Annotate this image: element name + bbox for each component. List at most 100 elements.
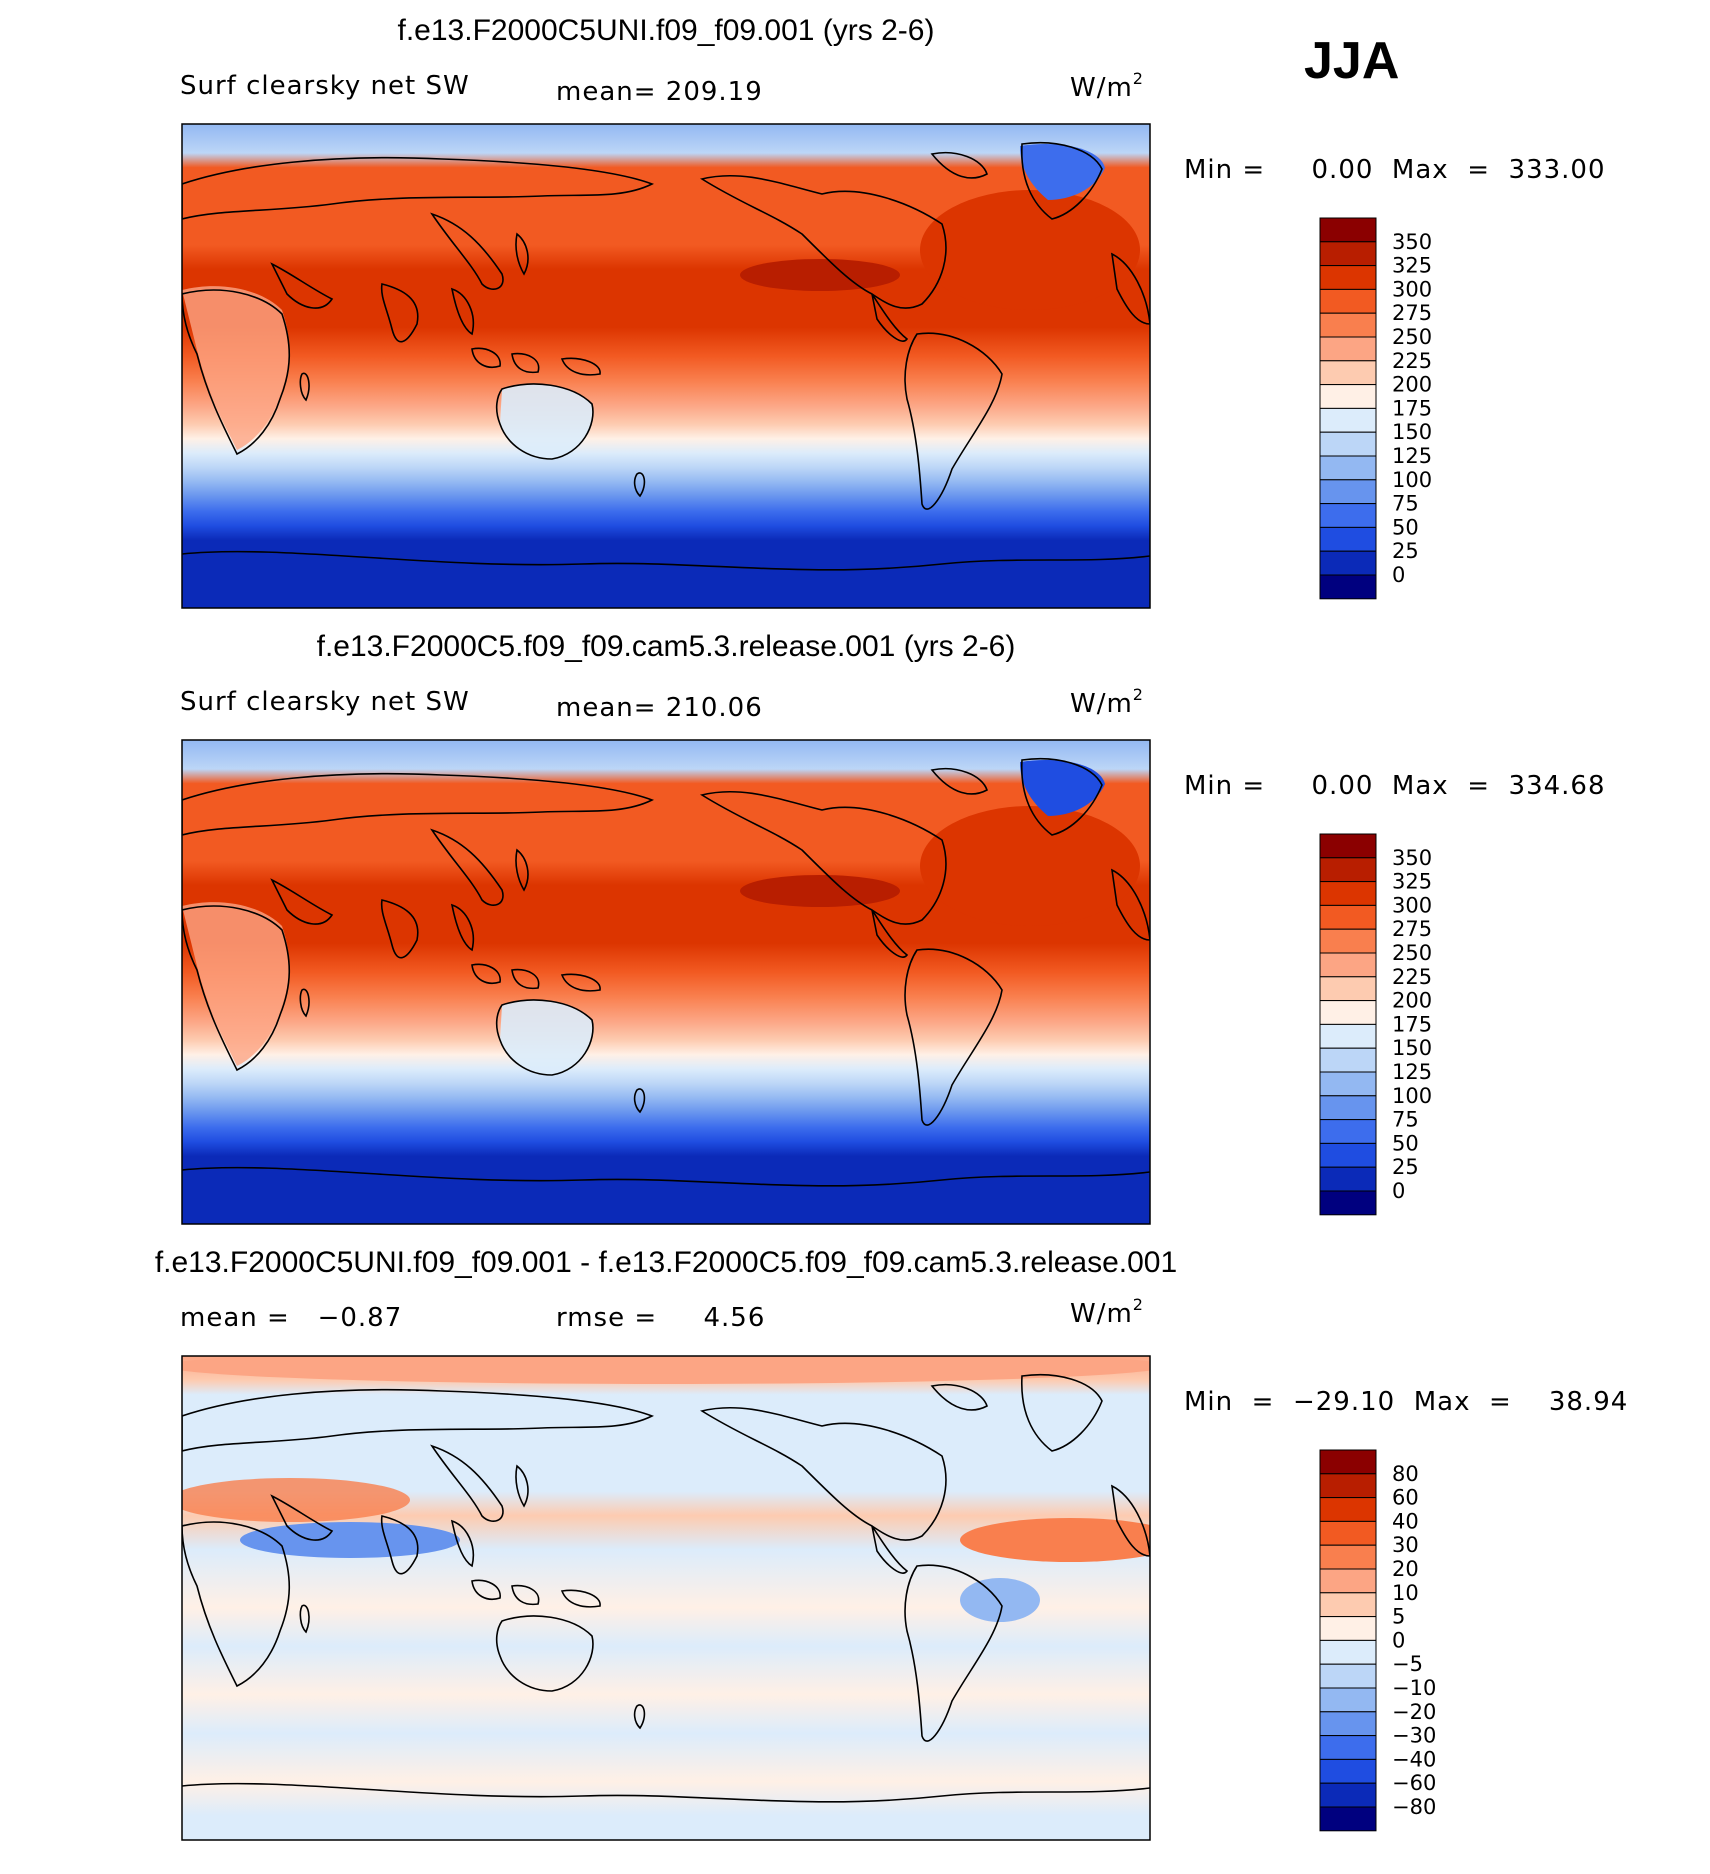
colorbar-swatch bbox=[1319, 1119, 1377, 1144]
colorbar-swatch bbox=[1319, 1142, 1377, 1168]
colorbar-swatch bbox=[1319, 952, 1377, 978]
colorbar-tick-label: 250 bbox=[1392, 325, 1432, 349]
colorbar-tick-label: 275 bbox=[1392, 917, 1432, 941]
colorbar-swatch bbox=[1319, 1190, 1377, 1216]
colorbar-tick-label: 50 bbox=[1392, 515, 1419, 539]
colorbar-tick-label: 150 bbox=[1392, 420, 1432, 444]
colorbar-tick-label: 100 bbox=[1392, 1084, 1432, 1108]
colorbar-tick-label: 75 bbox=[1392, 492, 1419, 516]
panel3-frame bbox=[181, 1355, 1151, 1841]
panel3-rmse-label: rmse = 4.56 bbox=[556, 1303, 765, 1333]
colorbar-swatch bbox=[1319, 1047, 1377, 1073]
panel1-units: W/m2 bbox=[1070, 69, 1144, 103]
colorbar-tick-label: 300 bbox=[1392, 277, 1432, 301]
colorbar-swatch bbox=[1319, 1687, 1377, 1713]
panel1-map bbox=[181, 123, 1151, 609]
panel2-greenland-low bbox=[1020, 760, 1105, 816]
colorbar-tick-label: 250 bbox=[1392, 941, 1432, 965]
colorbar-swatch bbox=[1319, 360, 1377, 386]
colorbar-swatch bbox=[1319, 1782, 1377, 1808]
colorbar-tick-label: 25 bbox=[1392, 1155, 1419, 1179]
panel3-map bbox=[181, 1355, 1151, 1841]
colorbar-swatch bbox=[1319, 1520, 1377, 1546]
panel1-subtropical-max-atlantic bbox=[920, 190, 1140, 310]
colorbar-swatch bbox=[1319, 455, 1377, 481]
panel3-arctic-positive bbox=[182, 1356, 1150, 1384]
panel3-arabia-negative bbox=[240, 1522, 460, 1558]
panel2-mean-label: mean= 210.06 bbox=[556, 693, 763, 723]
colorbar-swatch bbox=[1319, 407, 1377, 433]
colorbar-swatch bbox=[1319, 1806, 1377, 1832]
colorbar-swatch bbox=[1319, 574, 1377, 600]
colorbar-swatch bbox=[1319, 312, 1377, 338]
colorbar-tick-label: 80 bbox=[1392, 1462, 1419, 1486]
colorbar-tick-label: −10 bbox=[1392, 1676, 1436, 1700]
colorbar-tick-label: 75 bbox=[1392, 1108, 1419, 1132]
colorbar-tick-label: 300 bbox=[1392, 893, 1432, 917]
colorbar-swatch bbox=[1319, 1449, 1377, 1475]
colorbar-tick-label: 50 bbox=[1392, 1131, 1419, 1155]
colorbar-tick-label: 150 bbox=[1392, 1036, 1432, 1060]
panel3-minmax: Min = −29.10 Max = 38.94 bbox=[1184, 1387, 1628, 1417]
panel2-subtropical-max-pacific bbox=[740, 875, 900, 907]
colorbar-tick-label: 200 bbox=[1392, 989, 1432, 1013]
colorbar-swatch bbox=[1319, 503, 1377, 528]
colorbar-swatch bbox=[1319, 431, 1377, 457]
colorbar-swatch bbox=[1319, 1758, 1377, 1784]
colorbar-tick-label: 60 bbox=[1392, 1486, 1419, 1510]
colorbar-tick-label: 125 bbox=[1392, 444, 1432, 468]
panel3-amazon-negative bbox=[960, 1578, 1040, 1622]
panel3-eurasia-positive bbox=[182, 1478, 410, 1522]
colorbar-swatch bbox=[1319, 1095, 1377, 1121]
panel3-units: W/m2 bbox=[1070, 1295, 1144, 1329]
colorbar-swatch bbox=[1319, 1071, 1377, 1097]
colorbar-tick-label: 325 bbox=[1392, 254, 1432, 278]
colorbar-tick-label: −80 bbox=[1392, 1795, 1436, 1819]
colorbar-tick-label: 175 bbox=[1392, 1012, 1432, 1036]
colorbar-tick-label: 350 bbox=[1392, 230, 1432, 254]
colorbar-swatch bbox=[1319, 1711, 1377, 1737]
colorbar-swatch bbox=[1319, 1544, 1377, 1570]
panel2-subtropical-max-atlantic bbox=[920, 806, 1140, 926]
colorbar-swatch bbox=[1319, 881, 1377, 906]
panel2-units: W/m2 bbox=[1070, 685, 1144, 719]
colorbar-tick-label: 0 bbox=[1392, 1179, 1405, 1203]
panel2-map bbox=[181, 739, 1151, 1225]
colorbar-tick-label: 5 bbox=[1392, 1605, 1405, 1629]
panel2-australia-land bbox=[500, 1000, 593, 1075]
colorbar-swatch bbox=[1319, 1166, 1377, 1192]
colorbar-swatch bbox=[1319, 526, 1377, 552]
panel1-mean-label: mean= 209.19 bbox=[556, 77, 763, 107]
colorbar-tick-label: 125 bbox=[1392, 1060, 1432, 1084]
colorbar-swatch bbox=[1319, 336, 1377, 362]
panel2-title: f.e13.F2000C5.f09_f09.cam5.3.release.001… bbox=[317, 630, 1016, 663]
colorbar-swatch bbox=[1319, 904, 1377, 930]
colorbar-swatch bbox=[1319, 550, 1377, 576]
panel3-atlantic-positive bbox=[960, 1518, 1150, 1562]
colorbar-swatch bbox=[1319, 833, 1377, 859]
colorbar-tick-label: 350 bbox=[1392, 846, 1432, 870]
panel1-australia-land bbox=[500, 384, 593, 459]
panel1-minmax: Min = 0.00 Max = 333.00 bbox=[1184, 155, 1606, 185]
colorbar-tick-label: −40 bbox=[1392, 1747, 1436, 1771]
colorbar-swatch bbox=[1319, 928, 1377, 954]
colorbar-tick-label: 40 bbox=[1392, 1509, 1419, 1533]
panel2-frame bbox=[181, 739, 1151, 1225]
colorbar-swatch bbox=[1319, 241, 1377, 267]
colorbar-tick-label: 30 bbox=[1392, 1533, 1419, 1557]
colorbar-swatch bbox=[1319, 1023, 1377, 1049]
colorbar-tick-label: −30 bbox=[1392, 1724, 1436, 1748]
colorbar-tick-label: 275 bbox=[1392, 301, 1432, 325]
panel1-frame bbox=[181, 123, 1151, 609]
colorbar-tick-label: 0 bbox=[1392, 563, 1405, 587]
colorbar-tick-label: 200 bbox=[1392, 373, 1432, 397]
colorbar-swatch bbox=[1319, 1663, 1377, 1689]
panel1-greenland-low bbox=[1020, 144, 1105, 200]
panel3-title: f.e13.F2000C5UNI.f09_f09.001 - f.e13.F20… bbox=[155, 1246, 1177, 1279]
colorbar-swatch bbox=[1319, 857, 1377, 883]
colorbar-tick-label: −20 bbox=[1392, 1700, 1436, 1724]
colorbar-tick-label: 0 bbox=[1392, 1628, 1405, 1652]
